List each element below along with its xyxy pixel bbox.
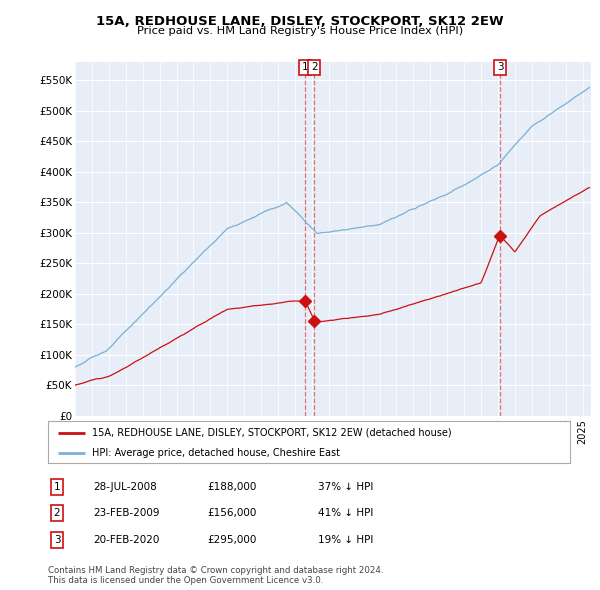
Text: HPI: Average price, detached house, Cheshire East: HPI: Average price, detached house, Ches… [92,448,340,457]
Text: 2: 2 [53,509,61,518]
Text: Contains HM Land Registry data © Crown copyright and database right 2024.: Contains HM Land Registry data © Crown c… [48,566,383,575]
Text: 1: 1 [53,482,61,491]
Text: 3: 3 [53,535,61,545]
Text: 2: 2 [311,63,318,72]
Text: 19% ↓ HPI: 19% ↓ HPI [318,535,373,545]
Text: 15A, REDHOUSE LANE, DISLEY, STOCKPORT, SK12 2EW (detached house): 15A, REDHOUSE LANE, DISLEY, STOCKPORT, S… [92,428,452,438]
Text: 28-JUL-2008: 28-JUL-2008 [93,482,157,491]
Text: 3: 3 [497,63,503,72]
Text: £156,000: £156,000 [207,509,256,518]
Text: £295,000: £295,000 [207,535,256,545]
Text: £188,000: £188,000 [207,482,256,491]
Text: This data is licensed under the Open Government Licence v3.0.: This data is licensed under the Open Gov… [48,576,323,585]
Text: Price paid vs. HM Land Registry's House Price Index (HPI): Price paid vs. HM Land Registry's House … [137,26,463,36]
Text: 1: 1 [301,63,308,72]
Text: 15A, REDHOUSE LANE, DISLEY, STOCKPORT, SK12 2EW: 15A, REDHOUSE LANE, DISLEY, STOCKPORT, S… [96,15,504,28]
Text: 20-FEB-2020: 20-FEB-2020 [93,535,160,545]
Text: 23-FEB-2009: 23-FEB-2009 [93,509,160,518]
Text: 41% ↓ HPI: 41% ↓ HPI [318,509,373,518]
Text: 37% ↓ HPI: 37% ↓ HPI [318,482,373,491]
